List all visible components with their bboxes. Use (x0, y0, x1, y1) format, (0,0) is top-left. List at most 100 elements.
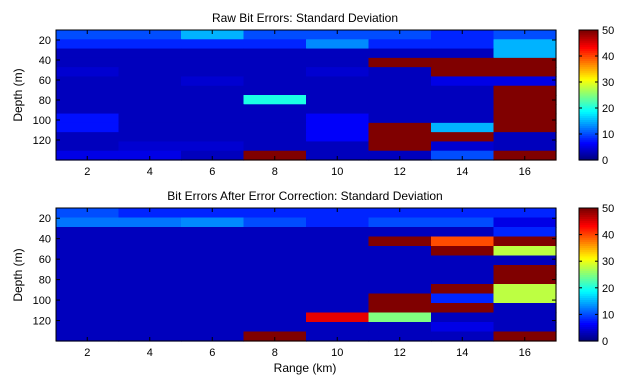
heatmap-cell (56, 113, 120, 124)
colorbar-tick-label: 0 (602, 336, 608, 348)
heatmap-cell (243, 141, 307, 152)
colorbar-tick-label: 0 (602, 155, 608, 167)
heatmap-cell (181, 331, 245, 342)
heatmap-cell (181, 322, 245, 333)
y-tick-label: 120 (33, 135, 51, 147)
x-tick-label: 4 (147, 166, 153, 178)
heatmap-cell (493, 284, 557, 295)
colorbar-band (579, 257, 598, 261)
colorbar-band (579, 109, 598, 112)
colorbar-band (579, 316, 598, 319)
heatmap-cell (493, 76, 557, 87)
heatmap-cell (368, 48, 432, 59)
y-tick-label: 40 (39, 234, 51, 246)
colorbar-band (579, 44, 598, 47)
colorbar-band (579, 115, 598, 118)
heatmap-cell (56, 236, 120, 247)
colorbar-band (579, 133, 598, 137)
heatmap-cell (118, 113, 182, 124)
heatmap-cell (243, 312, 307, 323)
plot-frame (55, 29, 557, 161)
heatmap-cell (368, 312, 432, 323)
colorbar-band (579, 135, 598, 139)
y-tick-label: 80 (39, 95, 51, 107)
heatmap-cell (368, 95, 432, 105)
heatmap-cell (56, 284, 120, 295)
heatmap-cell (306, 95, 370, 105)
colorbar-band (579, 289, 598, 292)
heatmap-cell (243, 150, 307, 161)
heatmap-cell (306, 208, 370, 219)
heatmap-cell (431, 255, 495, 266)
heatmap-cell (306, 331, 370, 342)
colorbar-band (579, 38, 598, 41)
heatmap-cell (118, 104, 182, 115)
colorbar-band (579, 119, 598, 123)
heatmap-cell (493, 57, 557, 68)
heatmap-cell (181, 236, 245, 247)
heatmap-cell (118, 150, 182, 161)
heatmap-cell (56, 322, 120, 333)
colorbar: 0 10 20 30 40 50 (578, 25, 614, 167)
colorbar-band (579, 264, 598, 267)
heatmap-cell (493, 303, 557, 314)
heatmap-cells (56, 208, 557, 342)
heatmap-cell (306, 67, 370, 78)
y-tick-label: 60 (39, 254, 51, 266)
colorbar-band (579, 322, 598, 325)
x-tick-label: 12 (394, 166, 406, 178)
heatmap-cell (306, 322, 370, 333)
x-tick-label: 16 (519, 347, 531, 359)
heatmap-cell (306, 227, 370, 238)
colorbar-band (579, 62, 598, 66)
heatmap-cell (431, 30, 495, 40)
heatmap-cell (431, 48, 495, 59)
heatmap-cell (118, 274, 182, 285)
heatmap-cell (493, 95, 557, 105)
colorbar-band (579, 131, 598, 135)
heatmap-cell (118, 293, 182, 304)
colorbar-tick-label: 10 (602, 129, 614, 141)
colorbar-band (579, 216, 598, 219)
heatmap-cell (493, 246, 557, 257)
colorbar-band (579, 127, 598, 131)
heatmap-cell (56, 274, 120, 285)
heatmap-cell (118, 227, 182, 238)
colorbar-band (579, 48, 598, 51)
heatmap-cell (493, 255, 557, 266)
heatmap-cell (181, 76, 245, 87)
heatmap-cell (306, 303, 370, 314)
heatmap-cell (243, 265, 307, 276)
heatmap-cell (306, 274, 370, 285)
colorbar-band (579, 137, 598, 141)
heatmap-cell (243, 284, 307, 295)
colorbar-band (579, 74, 598, 78)
heatmap-cell (118, 39, 182, 50)
heatmap-cell (306, 57, 370, 68)
heatmap-cell (243, 246, 307, 257)
colorbar-band (579, 46, 598, 49)
chart-title: Raw Bit Errors: Standard Deviation (212, 11, 398, 25)
heatmap-cell (368, 85, 432, 96)
heatmap-cell (368, 30, 432, 40)
heatmap-cell (493, 39, 557, 50)
heatmap-cell (56, 39, 120, 50)
heatmap-cell (118, 303, 182, 314)
heatmap-cell (431, 76, 495, 87)
x-tick-label: 4 (147, 347, 153, 359)
colorbar-band (579, 270, 598, 274)
heatmap-cell (118, 255, 182, 266)
colorbar-band (579, 255, 598, 259)
heatmap-cell (493, 217, 557, 228)
heatmap-cell (56, 312, 120, 323)
heatmap-cell (243, 57, 307, 68)
heatmap-cell (181, 113, 245, 124)
colorbar-band (579, 318, 598, 321)
heatmap-cell (243, 331, 307, 342)
colorbar-band (579, 249, 598, 253)
heatmap-cell (118, 236, 182, 247)
colorbar-band (579, 326, 598, 330)
colorbar-band (579, 117, 598, 120)
colorbar-band (579, 268, 598, 271)
heatmap-cell (431, 104, 495, 115)
